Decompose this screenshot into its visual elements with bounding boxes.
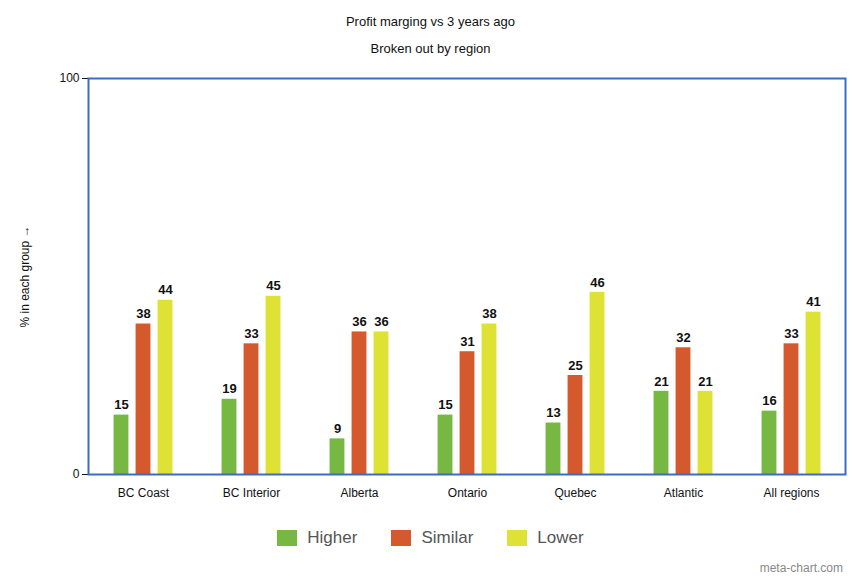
svg-text:38: 38 <box>482 306 496 321</box>
svg-text:33: 33 <box>784 326 798 341</box>
svg-text:44: 44 <box>158 282 173 297</box>
svg-text:16: 16 <box>762 393 776 408</box>
svg-text:31: 31 <box>460 334 474 349</box>
svg-text:0: 0 <box>73 467 80 481</box>
svg-text:36: 36 <box>374 314 388 329</box>
svg-text:45: 45 <box>266 278 280 293</box>
svg-text:100: 100 <box>59 71 79 85</box>
svg-text:15: 15 <box>438 397 452 412</box>
svg-text:46: 46 <box>590 275 604 290</box>
svg-text:15: 15 <box>114 397 128 412</box>
svg-text:25: 25 <box>568 358 582 373</box>
svg-text:38: 38 <box>136 306 150 321</box>
html-text:Profit marging vs 3 years ago: Profit marging vs 3 years ago <box>346 14 515 29</box>
svg-text:BC Interior: BC Interior <box>223 486 280 500</box>
svg-text:32: 32 <box>676 330 690 345</box>
html-text:Similar: Similar <box>421 528 474 547</box>
svg-text:Ontario: Ontario <box>448 486 488 500</box>
html-text:Higher: Higher <box>307 528 358 547</box>
svg-text:41: 41 <box>806 294 820 309</box>
svg-text:9: 9 <box>334 421 341 436</box>
svg-text:36: 36 <box>352 314 366 329</box>
svg-text:33: 33 <box>244 326 258 341</box>
svg-text:21: 21 <box>654 374 668 389</box>
html-text:meta-chart.com: meta-chart.com <box>759 561 843 575</box>
svg-text:Alberta: Alberta <box>340 486 378 500</box>
svg-text:13: 13 <box>546 405 560 420</box>
svg-text:All regions: All regions <box>763 486 819 500</box>
svg-text:Quebec: Quebec <box>554 486 596 500</box>
html-text:Lower: Lower <box>537 528 584 547</box>
svg-text:21: 21 <box>698 374 712 389</box>
svg-text:19: 19 <box>222 381 236 396</box>
svg-text:Atlantic: Atlantic <box>664 486 703 500</box>
svg-text:BC Coast: BC Coast <box>118 486 170 500</box>
svg-text:% in each group →: % in each group → <box>18 225 32 327</box>
html-text:Broken out by region: Broken out by region <box>370 41 491 56</box>
